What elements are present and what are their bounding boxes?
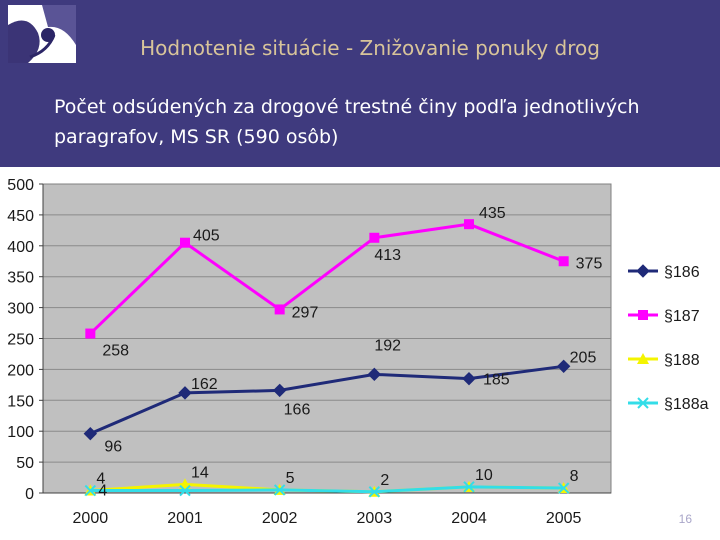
y-tick-label: 100 [7, 424, 34, 441]
data-label: 297 [292, 304, 319, 321]
data-label: 205 [570, 349, 597, 366]
data-label: 4 [96, 471, 105, 488]
x-tick-label: 2004 [451, 510, 487, 527]
data-point [84, 484, 97, 497]
data-point [179, 484, 191, 497]
legend-marker [638, 310, 648, 320]
data-label: 185 [483, 372, 510, 389]
series-line [89, 364, 564, 436]
y-tick-label: 200 [7, 362, 34, 379]
x-tick-label: 2002 [262, 510, 298, 527]
data-point [557, 482, 570, 494]
series-line [90, 485, 564, 494]
data-label: 2 [380, 472, 389, 489]
legend-label: §187 [664, 308, 700, 325]
logo-emblem [8, 5, 76, 63]
data-label: 192 [374, 337, 401, 354]
legend-marker [636, 264, 650, 278]
page-number: 16 [678, 512, 692, 526]
chart-panel: 0 50 100 150 200 250 300 350 400 450 500 2000 2001 20… [0, 167, 720, 540]
data-point [83, 426, 98, 441]
legend-label: §186 [664, 264, 700, 281]
series-line [89, 222, 565, 335]
y-tick-label: 500 [7, 177, 34, 194]
data-point [464, 219, 474, 230]
data-point [556, 359, 571, 374]
y-tick-label: 50 [16, 455, 34, 472]
x-tick-label: 2000 [73, 510, 109, 527]
data-label: 166 [284, 401, 311, 418]
legend-label: §188 [664, 352, 700, 369]
x-tick-label: 2001 [167, 510, 203, 527]
data-point [462, 371, 476, 386]
data-label: 375 [576, 255, 603, 272]
data-point [180, 237, 190, 248]
data-point [367, 367, 382, 382]
legend-label: §188a [664, 396, 709, 413]
slide-title: Hodnotenie situácie - Znižovanie ponuky … [140, 36, 600, 60]
chart-subtitle: Počet odsúdených za drogové trestné činy… [54, 92, 694, 152]
y-tick-label: 250 [7, 332, 34, 349]
data-label: 4 [98, 483, 107, 500]
data-label: 405 [193, 228, 220, 245]
data-label: 162 [191, 376, 218, 393]
data-label: 258 [102, 343, 129, 360]
data-point [178, 386, 192, 400]
x-tick-label: 2005 [546, 510, 582, 527]
y-tick-label: 300 [7, 301, 34, 318]
subtitle-line-2: paragrafov, MS SR (590 osôb) [54, 126, 339, 148]
subtitle-line-1: Počet odsúdených za drogové trestné činy… [54, 96, 640, 118]
data-point [558, 256, 569, 267]
data-point [272, 383, 287, 398]
data-point [273, 484, 286, 496]
data-label: 413 [374, 247, 401, 264]
data-label: 14 [191, 464, 209, 481]
y-tick-label: 400 [7, 239, 34, 256]
y-tick-label: 150 [7, 393, 34, 410]
data-point [369, 232, 380, 243]
y-tick-label: 350 [7, 270, 34, 287]
legend-marker [637, 353, 649, 364]
y-tick-label: 0 [25, 486, 34, 503]
data-point [274, 304, 285, 315]
data-point [85, 328, 96, 339]
data-point [368, 486, 381, 498]
data-point [463, 481, 475, 493]
data-label: 10 [475, 467, 493, 484]
data-label: 435 [479, 205, 506, 222]
data-label: 5 [286, 470, 295, 487]
line-chart: 0 50 100 150 200 250 300 350 400 450 500 2000 2001 20… [7, 177, 709, 527]
legend-marker [637, 397, 649, 409]
x-tick-label: 2003 [357, 510, 393, 527]
y-tick-label: 450 [7, 208, 34, 225]
data-label: 8 [570, 468, 579, 485]
data-label: 96 [104, 439, 122, 456]
